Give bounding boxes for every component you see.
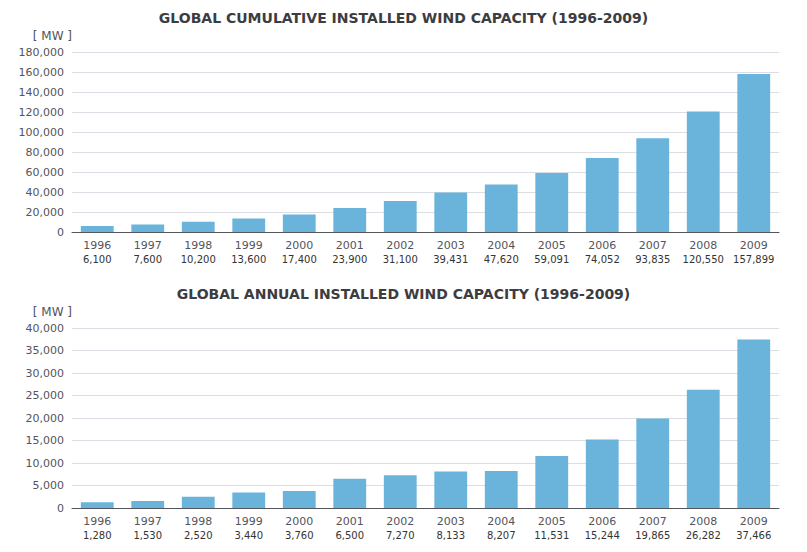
svg-text:GLOBAL ANNUAL INSTALLED WIND C: GLOBAL ANNUAL INSTALLED WIND CAPACITY (1… (177, 286, 631, 302)
svg-text:40,000: 40,000 (26, 322, 65, 335)
svg-text:1,530: 1,530 (133, 530, 162, 541)
svg-text:1,280: 1,280 (83, 530, 112, 541)
svg-text:2009: 2009 (740, 515, 768, 528)
svg-text:39,431: 39,431 (433, 254, 468, 265)
svg-text:15,000: 15,000 (26, 434, 65, 447)
svg-text:80,000: 80,000 (26, 146, 65, 159)
svg-text:35,000: 35,000 (26, 344, 65, 357)
svg-text:11,531: 11,531 (534, 530, 569, 541)
svg-text:1997: 1997 (134, 515, 162, 528)
svg-text:8,207: 8,207 (487, 530, 516, 541)
svg-text:2004: 2004 (487, 515, 515, 528)
svg-text:47,620: 47,620 (484, 254, 519, 265)
svg-text:2002: 2002 (386, 239, 414, 252)
svg-text:2002: 2002 (386, 515, 414, 528)
svg-text:20,000: 20,000 (26, 412, 65, 425)
svg-text:120,550: 120,550 (683, 254, 724, 265)
svg-text:13,600: 13,600 (231, 254, 266, 265)
svg-text:2004: 2004 (487, 239, 515, 252)
svg-text:40,000: 40,000 (26, 186, 65, 199)
svg-text:[ MW ]: [ MW ] (33, 305, 72, 319)
svg-text:157,899: 157,899 (733, 254, 774, 265)
svg-text:2,520: 2,520 (184, 530, 213, 541)
svg-text:1999: 1999 (235, 239, 263, 252)
svg-text:2006: 2006 (588, 515, 616, 528)
svg-text:1997: 1997 (134, 239, 162, 252)
svg-text:10,200: 10,200 (181, 254, 216, 265)
svg-text:1999: 1999 (235, 515, 263, 528)
svg-text:23,900: 23,900 (332, 254, 367, 265)
svg-text:59,091: 59,091 (534, 254, 569, 265)
svg-text:93,835: 93,835 (635, 254, 670, 265)
svg-text:74,052: 74,052 (585, 254, 620, 265)
svg-text:2008: 2008 (689, 515, 717, 528)
svg-text:2008: 2008 (689, 239, 717, 252)
svg-text:2005: 2005 (538, 239, 566, 252)
svg-text:31,100: 31,100 (383, 254, 418, 265)
svg-text:2000: 2000 (285, 239, 313, 252)
svg-text:120,000: 120,000 (19, 106, 65, 119)
svg-text:5,000: 5,000 (33, 479, 65, 492)
svg-text:2001: 2001 (336, 515, 364, 528)
svg-text:1996: 1996 (83, 239, 111, 252)
svg-text:0: 0 (57, 226, 64, 239)
svg-text:8,133: 8,133 (436, 530, 465, 541)
svg-text:2009: 2009 (740, 239, 768, 252)
svg-text:37,466: 37,466 (736, 530, 771, 541)
svg-text:140,000: 140,000 (19, 86, 65, 99)
svg-text:60,000: 60,000 (26, 166, 65, 179)
svg-text:2007: 2007 (639, 515, 667, 528)
svg-text:GLOBAL CUMULATIVE INSTALLED WI: GLOBAL CUMULATIVE INSTALLED WIND CAPACIT… (159, 10, 648, 26)
svg-text:30,000: 30,000 (26, 367, 65, 380)
svg-text:2006: 2006 (588, 239, 616, 252)
svg-text:180,000: 180,000 (19, 46, 65, 59)
svg-text:2003: 2003 (437, 239, 465, 252)
svg-text:20,000: 20,000 (26, 206, 65, 219)
svg-text:3,760: 3,760 (285, 530, 314, 541)
svg-text:1996: 1996 (83, 515, 111, 528)
svg-text:10,000: 10,000 (26, 457, 65, 470)
svg-text:25,000: 25,000 (26, 389, 65, 402)
svg-text:[ MW ]: [ MW ] (33, 29, 72, 43)
svg-text:1998: 1998 (184, 515, 212, 528)
svg-text:0: 0 (57, 502, 64, 515)
svg-text:7,270: 7,270 (386, 530, 415, 541)
svg-text:160,000: 160,000 (19, 66, 65, 79)
svg-text:26,282: 26,282 (686, 530, 721, 541)
svg-text:3,440: 3,440 (234, 530, 263, 541)
svg-text:2000: 2000 (285, 515, 313, 528)
svg-text:100,000: 100,000 (19, 126, 65, 139)
svg-text:1998: 1998 (184, 239, 212, 252)
svg-text:2001: 2001 (336, 239, 364, 252)
svg-text:15,244: 15,244 (585, 530, 620, 541)
svg-text:6,100: 6,100 (83, 254, 112, 265)
svg-text:17,400: 17,400 (282, 254, 317, 265)
svg-text:2007: 2007 (639, 239, 667, 252)
svg-text:6,500: 6,500 (335, 530, 364, 541)
svg-text:7,600: 7,600 (133, 254, 162, 265)
svg-text:2005: 2005 (538, 515, 566, 528)
svg-text:2003: 2003 (437, 515, 465, 528)
svg-text:19,865: 19,865 (635, 530, 670, 541)
